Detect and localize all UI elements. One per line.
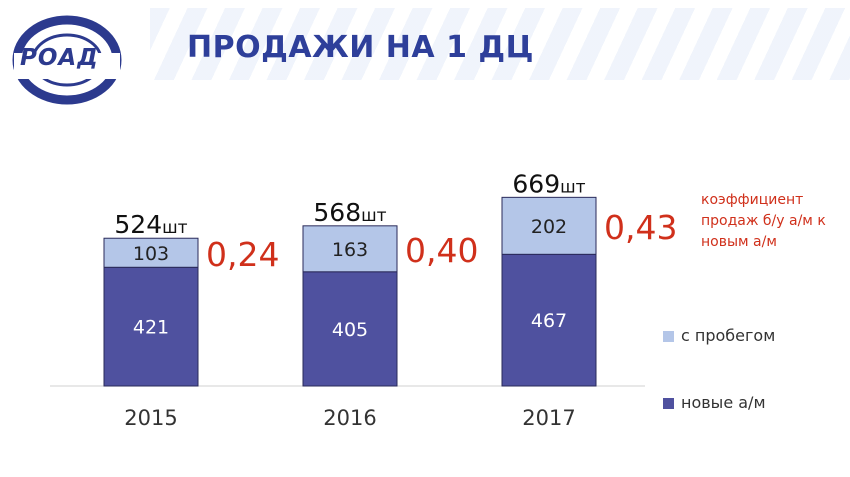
label-new-2017: 467 [531, 310, 567, 332]
legend-item-used: с пробегом [663, 326, 843, 346]
bar-new-2016 [302, 271, 398, 387]
label-total-2016: 568шт [313, 198, 386, 227]
label-used-2015: 103 [133, 243, 169, 265]
bar-new-2015 [103, 266, 199, 387]
label-ratio-2015: 0,24 [206, 235, 279, 274]
legend-label-used: с пробегом [681, 326, 776, 345]
labels-layer: 421 103 524шт 0,24 2015 405 163 568шт 0,40 2016 46… [114, 169, 677, 430]
bar-new-2017 [501, 253, 597, 387]
bar-used-2015 [103, 237, 199, 268]
x-tick-2015: 2015 [124, 406, 177, 430]
label-used-2017: 202 [531, 216, 567, 238]
label-ratio-2016: 0,40 [405, 231, 478, 270]
road-logo [12, 15, 122, 105]
label-new-2015: 421 [133, 317, 169, 339]
legend-label-new: новые а/м [681, 393, 766, 412]
bar-used-2016 [302, 225, 398, 273]
legend-swatch-new [663, 398, 674, 409]
header-banner [150, 8, 850, 80]
logo-text: РОАД [20, 45, 99, 71]
label-used-2016: 163 [332, 239, 368, 261]
bar-used-2017 [501, 196, 597, 255]
label-ratio-2017: 0,43 [604, 208, 677, 247]
legend-swatch-used [663, 331, 674, 342]
x-tick-2016: 2016 [323, 406, 376, 430]
label-total-2015: 524шт [114, 210, 187, 239]
x-tick-2017: 2017 [522, 406, 575, 430]
coefficient-note: коэффициент продаж б/у а/м к новым а/м [701, 192, 826, 250]
label-total-2017: 669шт [512, 169, 585, 198]
page-title: ПРОДАЖИ НА 1 ДЦ [187, 30, 534, 65]
legend-item-new: новые а/м [663, 393, 843, 413]
label-new-2016: 405 [332, 319, 368, 341]
bars-layer [103, 196, 597, 387]
